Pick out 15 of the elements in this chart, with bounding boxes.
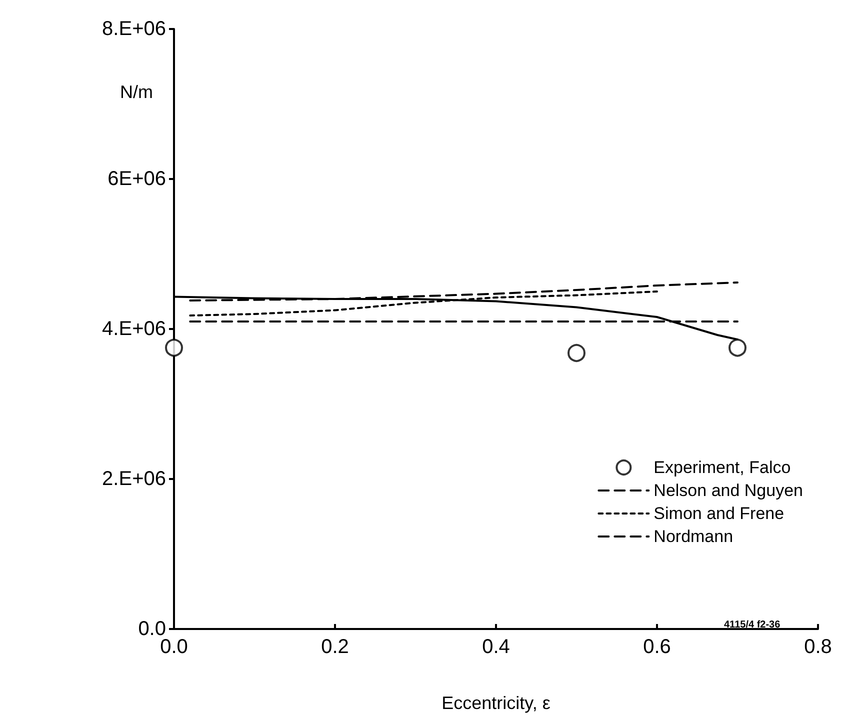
x-tick-label: 0.2 — [321, 636, 349, 658]
x-tick-label: 0.8 — [804, 636, 832, 658]
legend-label: Experiment, Falco — [654, 458, 791, 477]
annotation: 4115/4 f2-36 — [724, 620, 781, 630]
y-tick-label: 4.E+06 — [102, 318, 166, 340]
x-tick-label: 0.6 — [643, 636, 671, 658]
legend-label: Simon and Frene — [654, 504, 784, 523]
y-tick-label: 6E+06 — [108, 168, 166, 190]
y-tick-label: 2.E+06 — [102, 468, 166, 490]
y-tick-label: 8.E+06 — [102, 18, 166, 40]
legend-label: Nelson and Nguyen — [654, 481, 804, 500]
x-tick-label: 0.4 — [482, 636, 510, 658]
x-axis-title: Eccentricity, ε — [442, 693, 550, 713]
legend-label: Nordmann — [654, 527, 734, 546]
y-axis-title: N/m — [120, 82, 153, 102]
